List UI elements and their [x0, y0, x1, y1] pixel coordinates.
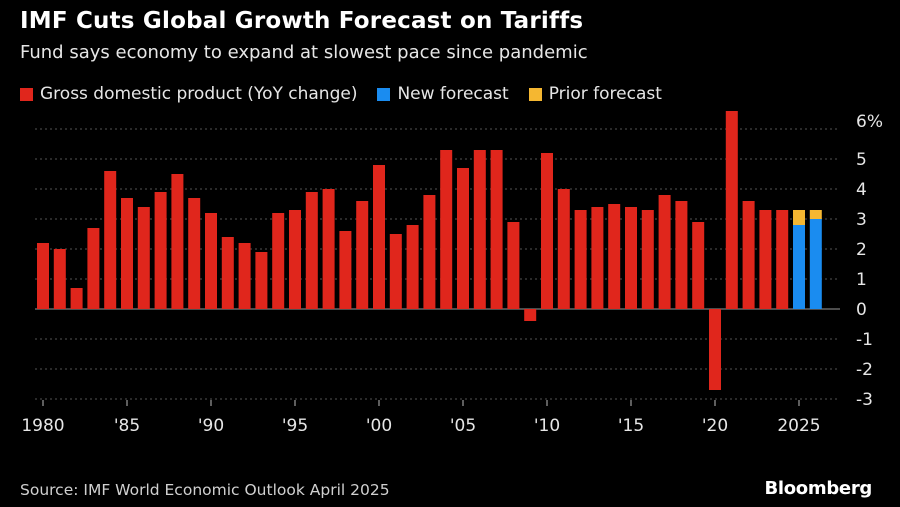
bar-gdp-2017: [658, 195, 671, 309]
x-tick-label: 1980: [21, 416, 64, 436]
bar-gdp-2004: [440, 150, 453, 309]
bar-gdp-2015: [625, 207, 637, 309]
x-tick-label: '10: [534, 416, 560, 436]
bar-gdp-2023: [759, 210, 772, 309]
bar-gdp-2018: [675, 201, 688, 309]
x-tick-label: '05: [450, 416, 476, 436]
y-tick-label: 5: [856, 150, 867, 170]
bars: [37, 111, 822, 390]
legend-item-prior-forecast: Prior forecast: [528, 84, 662, 104]
y-axis-ticks: 6% 5 4 3 2 1 0 -1 -2 -3: [856, 112, 883, 410]
bar-gdp-2005: [457, 168, 469, 309]
y-tick-label: 4: [856, 180, 867, 200]
bar-gdp-2016: [641, 210, 654, 309]
bar-gdp-2002: [406, 225, 419, 309]
legend-label-prior-forecast: Prior forecast: [548, 84, 662, 104]
bar-gdp-1980: [37, 243, 49, 309]
grid-lines: [35, 128, 840, 400]
x-tick-label: 2025: [777, 416, 820, 436]
bar-gdp-1996: [305, 192, 318, 309]
bar-gdp-2024: [776, 210, 789, 309]
bar-gdp-1989: [188, 198, 201, 309]
bar-gdp-2010: [541, 153, 553, 309]
x-tick-label: '95: [282, 416, 308, 436]
bar-gdp-2008: [507, 222, 520, 309]
y-tick-label: 2: [856, 240, 867, 260]
y-tick-label: -1: [856, 330, 873, 350]
bar-gdp-1985: [121, 198, 133, 309]
x-axis-ticks: 1980 '85 '90 '95 '00 '05 '10 '15 '20 2025: [21, 400, 821, 436]
source-note: Source: IMF World Economic Outlook April…: [20, 481, 390, 499]
bar-gdp-2021: [725, 111, 738, 309]
bar-gdp-2022: [742, 201, 755, 309]
legend-swatch-new-forecast: [377, 87, 391, 101]
x-tick-label: '90: [198, 416, 224, 436]
bar-gdp-2006: [473, 150, 486, 309]
chart-subtitle: Fund says economy to expand at slowest p…: [20, 42, 588, 63]
bar-new-forecast-2025: [793, 225, 805, 309]
bar-gdp-2009: [524, 309, 537, 321]
bar-gdp-1999: [356, 201, 369, 309]
bar-gdp-2001: [389, 234, 402, 309]
bar-gdp-1997: [322, 189, 335, 309]
bar-gdp-2012: [574, 210, 587, 309]
legend: Gross domestic product (YoY change) New …: [20, 84, 682, 104]
y-tick-label: 1: [856, 270, 867, 290]
bar-gdp-2020: [709, 309, 721, 390]
bar-gdp-2003: [423, 195, 436, 309]
x-tick-label: '20: [702, 416, 728, 436]
legend-label-new-forecast: New forecast: [397, 84, 509, 104]
bar-gdp-1992: [238, 243, 251, 309]
bar-gdp-2007: [490, 150, 503, 309]
bar-gdp-1984: [104, 171, 117, 309]
chart-title: IMF Cuts Global Growth Forecast on Tarif…: [20, 8, 584, 34]
y-tick-label: -2: [856, 360, 873, 380]
legend-item-gdp: Gross domestic product (YoY change): [20, 84, 357, 104]
bar-gdp-1986: [137, 207, 150, 309]
bar-gdp-2019: [692, 222, 705, 309]
bloomberg-logo: Bloomberg: [764, 478, 872, 499]
bar-gdp-2000: [373, 165, 385, 309]
y-tick-label: -3: [856, 390, 873, 410]
bar-gdp-1982: [70, 288, 83, 309]
bar-gdp-1988: [171, 174, 184, 309]
x-tick-label: '00: [366, 416, 392, 436]
legend-label-gdp: Gross domestic product (YoY change): [40, 84, 358, 104]
legend-swatch-gdp: [20, 87, 33, 101]
bar-gdp-1998: [339, 231, 352, 309]
bar-gdp-1993: [255, 252, 268, 309]
x-tick-label: '85: [114, 416, 140, 436]
bar-gdp-2014: [608, 204, 621, 309]
bar-gdp-1983: [87, 228, 100, 309]
bar-prior-forecast-2025: [793, 210, 805, 225]
legend-swatch-prior-forecast: [528, 87, 542, 101]
legend-item-new-forecast: New forecast: [377, 84, 509, 104]
bar-gdp-1990: [205, 213, 217, 309]
bar-prior-forecast-2026: [809, 210, 822, 219]
bar-gdp-1991: [221, 237, 234, 309]
x-tick-label: '15: [618, 416, 644, 436]
bar-gdp-2011: [557, 189, 570, 309]
bar-gdp-1981: [53, 249, 66, 309]
y-tick-label: 0: [856, 300, 867, 320]
y-tick-label: 3: [856, 210, 867, 230]
bar-gdp-1994: [272, 213, 285, 309]
bar-gdp-1995: [289, 210, 301, 309]
bar-gdp-1987: [154, 192, 167, 309]
bar-new-forecast-2026: [809, 219, 822, 309]
y-tick-label: 6%: [856, 112, 883, 132]
bar-gdp-2013: [591, 207, 604, 309]
